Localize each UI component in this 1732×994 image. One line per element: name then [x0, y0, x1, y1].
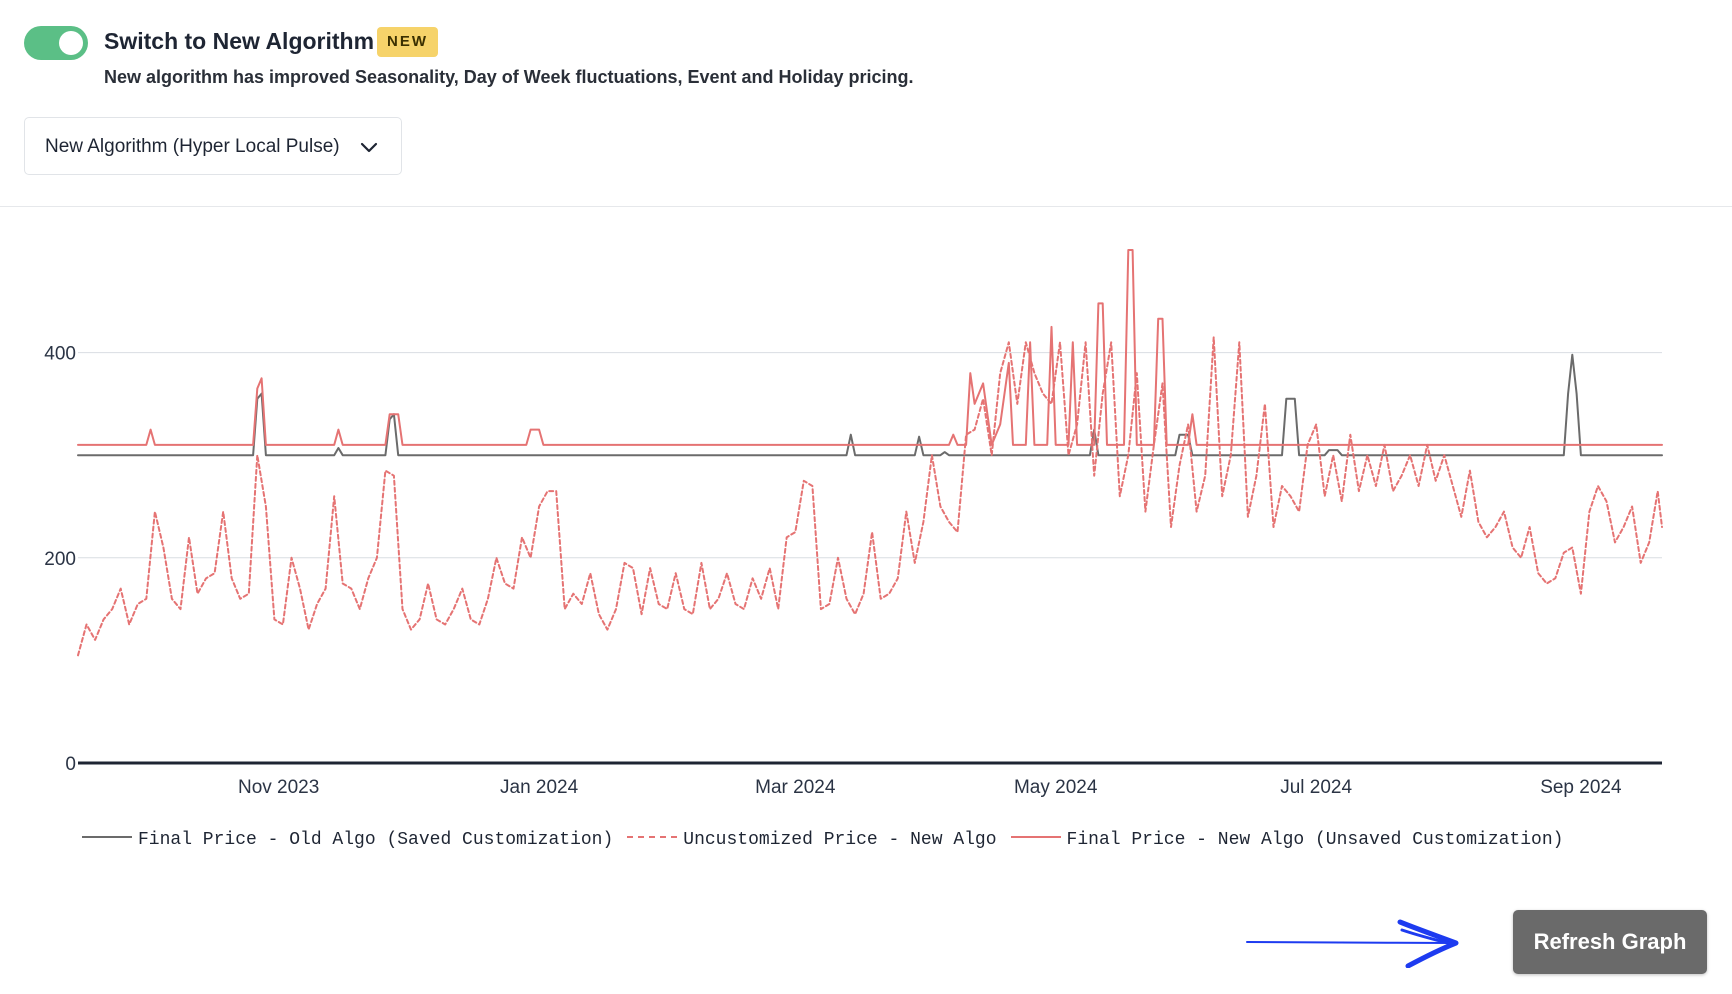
- series-line-1: [77, 353, 1663, 457]
- algorithm-select[interactable]: New Algorithm (Hyper Local Pulse): [24, 117, 402, 175]
- y-tick-label: 0: [65, 754, 76, 775]
- legend-item: Final Price - Old Algo (Saved Customizat…: [82, 830, 613, 850]
- new-badge: NEW: [377, 27, 438, 57]
- legend-label: Uncustomized Price - New Algo: [683, 830, 997, 850]
- refresh-graph-button[interactable]: Refresh Graph: [1513, 910, 1707, 974]
- toggle-title: Switch to New Algorithm: [104, 28, 375, 54]
- legend-swatch: [627, 836, 678, 839]
- y-tick-label: 200: [44, 549, 76, 570]
- chart-legend: Final Price - Old Algo (Saved Customizat…: [82, 830, 1577, 851]
- section-divider: [0, 206, 1732, 207]
- y-tick-label: 400: [44, 344, 76, 365]
- series-line-3: [77, 249, 1663, 446]
- legend-swatch: [82, 836, 132, 839]
- x-tick-label: Jul 2024: [1280, 777, 1352, 798]
- x-tick-label: Nov 2023: [238, 777, 319, 798]
- legend-swatch: [1010, 836, 1061, 839]
- legend-item: Final Price - New Algo (Unsaved Customiz…: [1010, 830, 1564, 850]
- x-tick-label: Mar 2024: [755, 777, 836, 798]
- legend-label: Final Price - New Algo (Unsaved Customiz…: [1066, 830, 1564, 850]
- x-tick-label: Sep 2024: [1540, 777, 1622, 798]
- legend-label: Final Price - Old Algo (Saved Customizat…: [138, 830, 614, 850]
- legend-item: Uncustomized Price - New Algo: [627, 830, 997, 850]
- x-tick-label: Jan 2024: [500, 777, 579, 798]
- algorithm-toggle[interactable]: [24, 26, 88, 60]
- arrow-icon: [1246, 919, 1459, 968]
- toggle-knob: [59, 31, 83, 55]
- price-chart: 0 200 400 Nov 2023 Jan 2024 Mar 2024 May 2024 J…: [44, 249, 1663, 798]
- x-tick-label: May 2024: [1014, 777, 1098, 798]
- algorithm-select-value: New Algorithm (Hyper Local Pulse): [45, 136, 340, 157]
- chevron-down-icon: [360, 142, 378, 153]
- toggle-description: New algorithm has improved Seasonality, …: [104, 67, 914, 87]
- series-line-2: [77, 336, 1663, 657]
